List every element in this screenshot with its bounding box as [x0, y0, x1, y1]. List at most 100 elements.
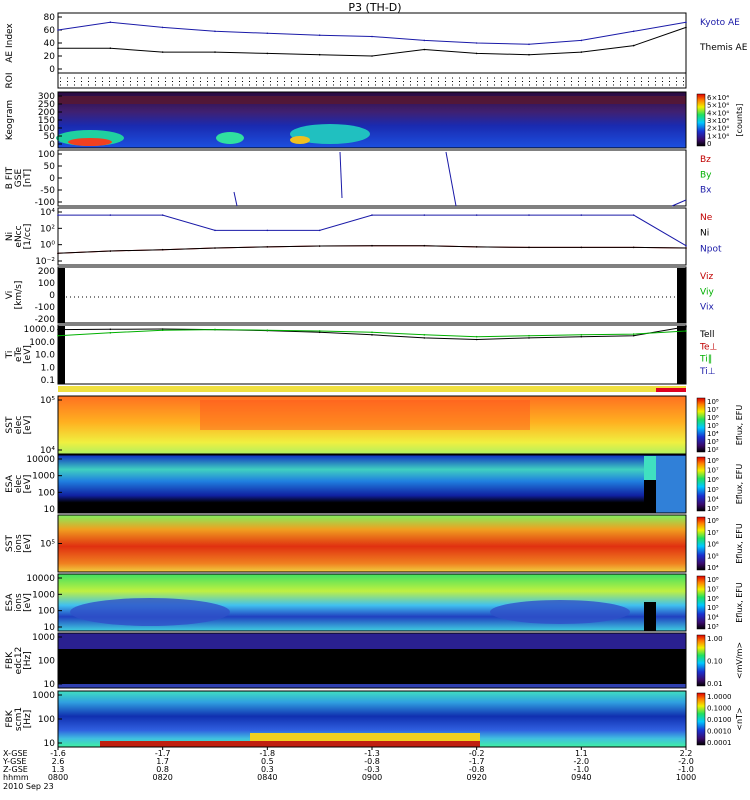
- series-line: [58, 214, 687, 247]
- series-label: Viz: [700, 272, 713, 282]
- esa-elec-end-cyan: [644, 456, 656, 480]
- y-tick-label: 10⁰: [40, 241, 55, 251]
- colorbar-tick-label: 10²: [707, 446, 719, 454]
- data-point: [109, 214, 112, 216]
- footer-value: -1.0: [574, 765, 590, 774]
- data-point: [528, 337, 530, 339]
- footer-value: 0.8: [156, 765, 169, 774]
- y-axis-label: ROI: [5, 73, 15, 89]
- data-point: [161, 329, 164, 332]
- y-axis-label: AE Index: [5, 23, 15, 63]
- series-label: Ne: [700, 213, 713, 223]
- data-point: [371, 334, 373, 336]
- data-point: [685, 247, 687, 249]
- y-axis-label: SSTelec[eV]: [5, 416, 33, 435]
- data-point: [109, 332, 112, 334]
- sst-ions-image: [58, 515, 686, 572]
- data-point: [371, 214, 373, 216]
- footer-value: -1.3: [364, 749, 380, 758]
- panel-frame: [57, 573, 687, 632]
- energy-strip-end: [656, 388, 686, 392]
- data-point: [371, 35, 373, 38]
- footer-value: 1.7: [156, 757, 169, 766]
- data-point: [632, 333, 635, 335]
- colorbar: [696, 634, 706, 687]
- y-tick-label: 1000: [32, 633, 55, 643]
- footer-value: 0920: [466, 773, 486, 782]
- y-tick-label: 100: [38, 488, 55, 498]
- y-tick-label: -100: [35, 198, 56, 208]
- colorbar-tick-label: 10⁶: [707, 595, 719, 603]
- colorbar-tick-label: 10⁵: [707, 422, 719, 430]
- colorbar-tick-label: 10⁸: [707, 517, 719, 525]
- data-point: [57, 252, 59, 255]
- footer-value: -2.0: [574, 757, 590, 766]
- y-tick-label: 10⁵: [40, 540, 55, 550]
- panel-frame: [57, 72, 687, 89]
- footer-value: 0840: [257, 773, 277, 782]
- sst-elec-center: [200, 400, 530, 430]
- sst-elec-image: [58, 396, 686, 454]
- data-point: [318, 229, 321, 232]
- y-tick-label: 100: [38, 124, 55, 134]
- series-label: Npot: [700, 244, 722, 254]
- y-axis-label: TieTe[eV]: [5, 345, 33, 364]
- footer-value: 1000: [676, 773, 696, 782]
- data-point: [161, 26, 164, 29]
- data-point: [632, 246, 635, 249]
- data-point: [580, 51, 583, 53]
- colorbar-tick-label: 10⁸: [707, 576, 719, 584]
- colorbar-tick-label: 10⁴: [707, 564, 719, 572]
- y-tick-label: 1000: [32, 691, 55, 701]
- keogram-band: [58, 96, 686, 104]
- y-tick-label: 0: [49, 65, 55, 75]
- y-tick-label: 100: [38, 715, 55, 725]
- spectrogram-fills: [56, 92, 686, 747]
- panel-frame: [57, 324, 687, 385]
- footer-value: -1.0: [678, 765, 694, 774]
- data-point: [266, 32, 269, 35]
- colorbar-tick-label: 10⁵: [707, 552, 719, 560]
- colorbar: [696, 93, 706, 147]
- right-labels: Kyoto AE Themis AE Bz By Bx Ne Ni Npot Viz Viy Vix…: [699, 18, 748, 377]
- series-label: Vix: [700, 303, 714, 313]
- data-point: [632, 334, 635, 337]
- series-line: [57, 326, 687, 341]
- y-tick-label: 10⁻²: [35, 257, 55, 267]
- y-tick-label: 0: [49, 174, 55, 184]
- data-point: [214, 247, 216, 249]
- data-point: [318, 53, 321, 56]
- colorbar-tick-label: 4×10⁴: [707, 109, 729, 117]
- bx-segment: [671, 199, 687, 207]
- series-label: Te⊥: [699, 342, 718, 352]
- footer-row-label: Z-GSE: [3, 765, 28, 774]
- data-point: [423, 244, 426, 247]
- series-label: Bz: [700, 155, 711, 165]
- data-point: [161, 328, 164, 330]
- y-axis-label: ESAelec[eV]: [5, 474, 33, 493]
- y-axis-label: FBKscm1[Hz]: [5, 707, 33, 731]
- panel-frame: [57, 266, 687, 324]
- colorbar-tick-label: 1.00: [707, 635, 723, 643]
- data-point: [528, 53, 530, 56]
- data-point: [318, 34, 321, 36]
- colorbar-tick-label: 10³: [707, 438, 719, 446]
- y-axis-label: NieNcc[1/cc]: [5, 224, 33, 250]
- footer-row-label: Y-GSE: [2, 757, 26, 766]
- footer-value: -2.0: [678, 757, 694, 766]
- y-tick-label: 1.0: [41, 363, 56, 373]
- y-tick-label: 0: [49, 291, 55, 301]
- footer-value: 1.1: [575, 749, 588, 758]
- colorbar-tick-label: 10⁴: [707, 430, 719, 438]
- y-tick-label: -200: [35, 315, 56, 325]
- footer-value: -0.8: [364, 757, 380, 766]
- data-point: [109, 21, 112, 24]
- series-line: [57, 21, 687, 45]
- data-point: [423, 214, 426, 216]
- colorbar: [696, 575, 706, 630]
- esa-ions-blob: [70, 598, 230, 626]
- data-point: [214, 229, 216, 232]
- data-point: [161, 214, 164, 216]
